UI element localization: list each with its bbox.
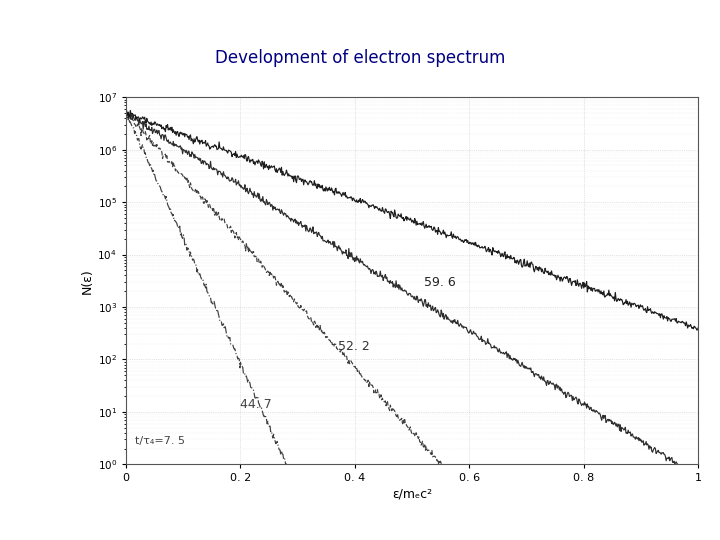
- Text: 44. 7: 44. 7: [240, 398, 272, 411]
- X-axis label: ε/mₑc²: ε/mₑc²: [392, 488, 432, 501]
- Text: 59. 6: 59. 6: [423, 276, 455, 289]
- Text: t/τ₄=7. 5: t/τ₄=7. 5: [135, 436, 184, 446]
- Text: 52. 2: 52. 2: [338, 340, 369, 353]
- Y-axis label: N(ε): N(ε): [81, 268, 94, 294]
- Text: Development of electron spectrum: Development of electron spectrum: [215, 49, 505, 66]
